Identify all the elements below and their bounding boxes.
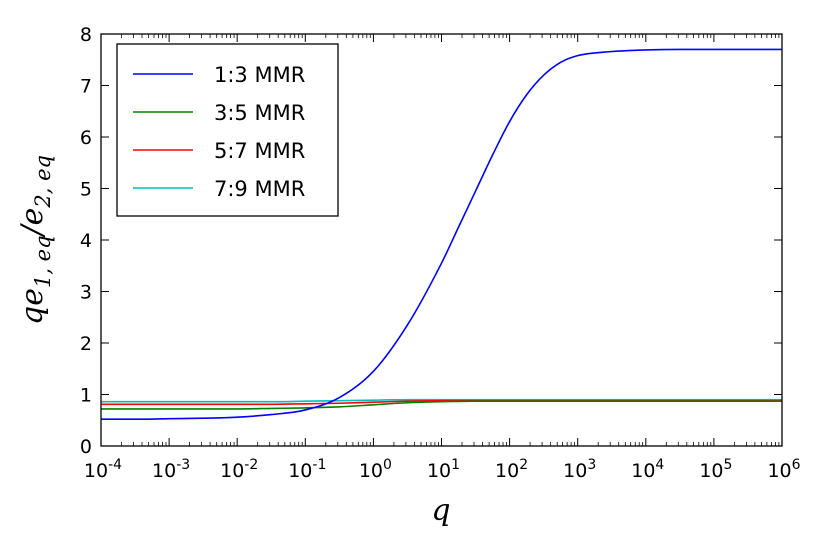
y-tick-label: 0 xyxy=(80,436,92,458)
y-axis-title: qe1, eq/e2, eq xyxy=(15,155,55,325)
x-tick-label: 106 xyxy=(767,457,800,482)
legend: 1:3 MMR 3:5 MMR 5:7 MMR 7:9 MMR xyxy=(116,43,339,217)
x-axis-title: q xyxy=(431,493,450,528)
x-tick-label: 101 xyxy=(427,457,460,482)
x-tick-label: 103 xyxy=(563,457,596,482)
legend-label: 3:5 MMR xyxy=(214,101,305,125)
y-tick-label: 1 xyxy=(80,385,92,407)
y-tick-label: 8 xyxy=(80,24,92,46)
x-tick-label: 102 xyxy=(495,457,528,482)
y-tick-label: 2 xyxy=(80,333,92,355)
series-line-3-5-mmr xyxy=(101,400,782,410)
legend-label: 1:3 MMR xyxy=(214,63,305,87)
y-tick-label: 6 xyxy=(80,127,92,149)
x-tick-label: 104 xyxy=(631,457,664,482)
legend-label: 5:7 MMR xyxy=(214,139,305,163)
y-tick-label: 7 xyxy=(80,76,92,98)
x-tick-label: 100 xyxy=(359,457,392,482)
ticks-layer: 10-4 10-3 10-2 10-1 100 101 102 103 104 105 106 0 1 2… xyxy=(80,24,801,482)
series-layer xyxy=(100,48,782,421)
x-tick-label: 10-4 xyxy=(84,457,122,482)
y-tick-label: 3 xyxy=(80,282,92,304)
x-tick-label: 105 xyxy=(699,457,732,482)
y-tick-label: 5 xyxy=(80,179,92,201)
legend-label: 7:9 MMR xyxy=(214,177,305,201)
y-tick-label: 4 xyxy=(80,230,92,252)
x-tick-label: 10-1 xyxy=(288,457,326,482)
x-tick-label: 10-2 xyxy=(220,457,258,482)
series-line-7-9-mmr xyxy=(100,398,782,403)
x-tick-label: 10-3 xyxy=(152,457,190,482)
series-line-1-3-mmr xyxy=(101,48,782,421)
